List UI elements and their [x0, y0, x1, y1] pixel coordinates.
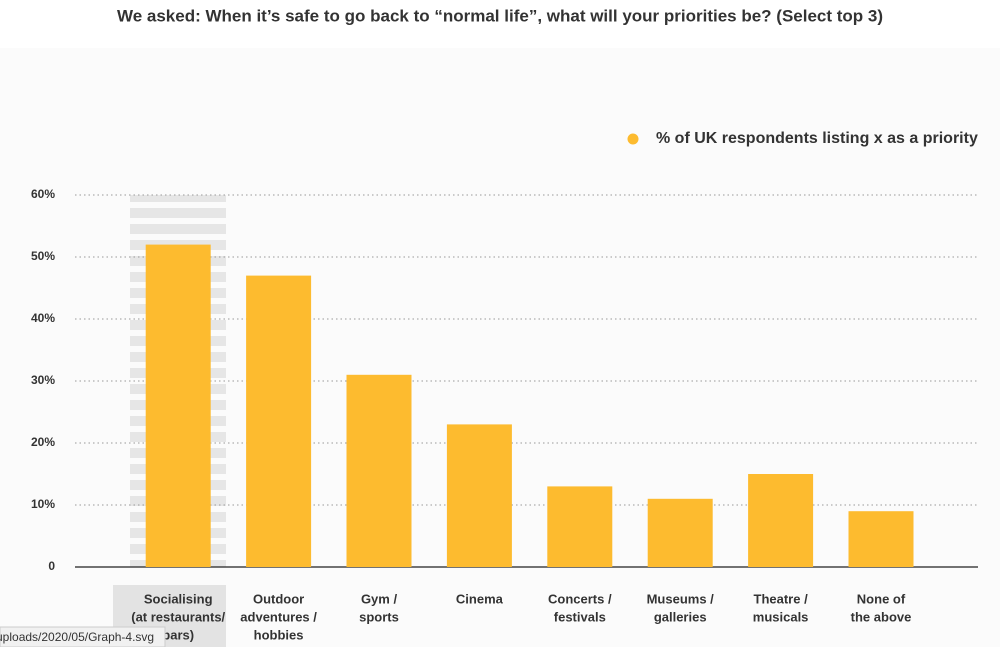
bar [346, 374, 412, 567]
x-tick-label: Outdoor [253, 591, 304, 606]
x-tick-label: hobbies [254, 627, 304, 642]
y-tick-label: 40% [31, 311, 55, 325]
y-tick-label: 60% [31, 187, 55, 201]
x-tick-label: (at restaurants/ [131, 609, 225, 624]
y-tick-label: 50% [31, 249, 55, 263]
x-tick-label: galleries [654, 609, 707, 624]
legend-label: % of UK respondents listing x as a prior… [656, 130, 978, 147]
x-tick-label: Theatre / [754, 591, 809, 606]
x-tick-label: Museums / [647, 591, 715, 606]
x-tick-label: sports [359, 609, 399, 624]
y-tick-label: 30% [31, 373, 55, 387]
bar [848, 511, 914, 567]
x-tick-label: the above [851, 609, 912, 624]
x-tick-label: Socialising [144, 591, 213, 606]
y-tick-label: 0 [48, 559, 55, 573]
bar [547, 486, 613, 567]
x-tick-label: None of [857, 591, 906, 606]
bar [748, 474, 814, 567]
legend-marker [627, 133, 639, 145]
bar [446, 424, 512, 567]
bar [647, 498, 713, 567]
x-tick-label: Gym / [361, 591, 398, 606]
status-bar-text: uploads/2020/05/Graph-4.svg [0, 630, 154, 644]
y-tick-label: 20% [31, 435, 55, 449]
x-tick-label: festivals [554, 609, 606, 624]
x-tick-label: bars) [162, 627, 194, 642]
x-tick-label: musicals [753, 609, 809, 624]
y-tick-label: 10% [31, 497, 55, 511]
x-tick-label: adventures / [240, 609, 317, 624]
bar [145, 244, 211, 567]
x-tick-label: Cinema [456, 591, 504, 606]
x-tick-label: Concerts / [548, 591, 612, 606]
chart-title: We asked: When it’s safe to go back to “… [117, 6, 883, 25]
status-bar [0, 626, 166, 647]
bar [246, 275, 312, 567]
